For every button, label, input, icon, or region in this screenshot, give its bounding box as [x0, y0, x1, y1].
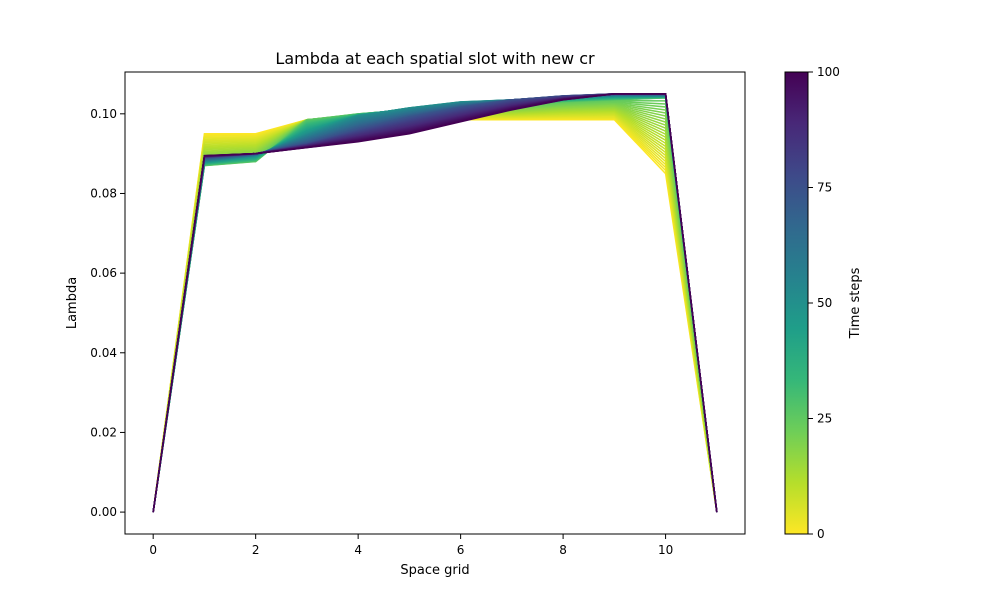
- x-axis-ticks: 0 2 4 6 8 10: [149, 534, 673, 557]
- x-tick-label: 2: [252, 543, 260, 557]
- y-tick-label: 0.08: [90, 186, 117, 200]
- colorbar: 0 25 50 75 100 Time steps: [784, 65, 863, 541]
- series-line: [152, 104, 718, 513]
- series-line: [152, 115, 718, 513]
- colorbar-ticks: 0 25 50 75 100: [808, 65, 840, 541]
- series-line: [152, 113, 718, 513]
- series-line: [152, 118, 718, 513]
- series-line: [152, 103, 718, 513]
- series-line: [152, 119, 718, 513]
- series-line: [152, 110, 718, 513]
- y-tick-label: 0.10: [90, 107, 117, 121]
- series-line: [152, 107, 718, 513]
- y-axis-ticks: 0.00 0.02 0.04 0.06 0.08 0.10: [90, 107, 125, 519]
- colorbar-tick-label: 75: [817, 181, 832, 195]
- series-lines: [152, 93, 718, 513]
- x-tick-label: 8: [559, 543, 567, 557]
- x-tick-label: 10: [658, 543, 673, 557]
- plot-frame: [124, 71, 746, 535]
- x-tick-label: 4: [354, 543, 362, 557]
- colorbar-tick-label: 25: [817, 412, 832, 426]
- series-line: [152, 114, 718, 513]
- colorbar-label: Time steps: [848, 267, 863, 339]
- series-line: [152, 105, 718, 513]
- y-tick-label: 0.04: [90, 346, 117, 360]
- series-line: [152, 116, 718, 513]
- series-line: [152, 115, 718, 513]
- series-line: [152, 93, 718, 513]
- colorbar-gradient: [784, 71, 809, 535]
- series-line: [152, 94, 718, 513]
- series-line: [152, 111, 718, 513]
- y-tick-label: 0.06: [90, 266, 117, 280]
- series-line: [152, 106, 718, 513]
- y-axis-label: Lambda: [65, 277, 80, 329]
- chart-title: Lambda at each spatial slot with new cr: [275, 49, 595, 68]
- colorbar-tick-label: 100: [817, 65, 840, 79]
- y-tick-label: 0.00: [90, 505, 117, 519]
- y-tick-label: 0.02: [90, 425, 117, 439]
- series-line: [152, 109, 718, 513]
- series-line: [152, 94, 718, 513]
- colorbar-tick-label: 50: [817, 296, 832, 310]
- x-tick-label: 6: [457, 543, 465, 557]
- x-axis-label: Space grid: [400, 563, 469, 578]
- series-line: [152, 107, 718, 513]
- series-line: [152, 108, 718, 513]
- series-line: [152, 117, 718, 513]
- series-line: [152, 103, 718, 513]
- series-line: [152, 112, 718, 513]
- series-line: [152, 111, 718, 513]
- colorbar-tick-label: 0: [817, 527, 825, 541]
- series-line: [152, 102, 718, 513]
- x-tick-label: 0: [149, 543, 157, 557]
